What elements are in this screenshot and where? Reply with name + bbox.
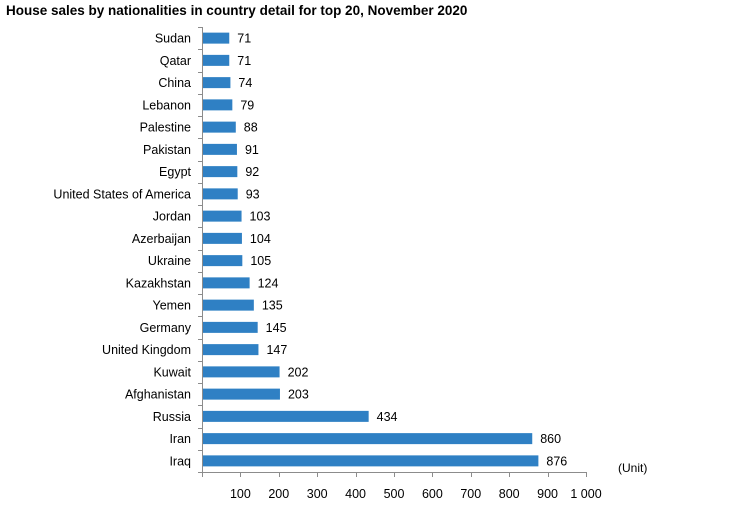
data-label: 876 [546,454,567,468]
category-label: Egypt [159,165,191,179]
bar [202,233,242,244]
data-label: 124 [258,276,279,290]
category-label: United Kingdom [102,343,191,357]
data-label: 103 [250,210,271,224]
bar [202,77,230,88]
data-label: 135 [262,299,283,313]
data-label: 203 [288,388,309,402]
x-tick-label: 1 000 [570,487,601,501]
data-label: 93 [246,187,260,201]
category-label: Yemen [153,299,192,313]
category-label: Lebanon [142,98,191,112]
category-label: Afghanistan [125,388,191,402]
data-labels: 71 71 74 79 88 91 92 93 103 104 105 124 135 145 147202… [237,32,567,469]
bar [202,166,237,177]
x-tick-label: 600 [422,487,443,501]
bar [202,389,280,400]
data-label: 91 [245,143,259,157]
data-label: 105 [250,254,271,268]
bar [202,433,532,444]
category-label: United States of America [53,187,191,201]
x-tick-label: 100 [230,487,251,501]
x-tick-label: 200 [268,487,289,501]
data-label: 79 [240,98,254,112]
category-label: Iran [169,432,191,446]
data-label: 92 [245,165,259,179]
bar [202,211,242,222]
bar [202,411,369,422]
data-label: 202 [288,365,309,379]
x-tick-label: 800 [499,487,520,501]
category-label: China [158,76,191,90]
x-tick-label: 400 [345,487,366,501]
bar [202,33,229,44]
bar [202,300,254,311]
data-label: 434 [377,410,398,424]
bar [202,277,250,288]
category-label: Qatar [160,54,191,68]
category-label: Russia [153,410,191,424]
x-tick-label: 300 [307,487,328,501]
data-label: 71 [237,32,251,46]
unit-label: (Unit) [618,461,647,475]
data-label: 860 [540,432,561,446]
category-label: Azerbaijan [132,232,191,246]
category-labels: Sudan Qatar China Lebanon Palestine Pakistan E… [53,32,191,469]
bar [202,344,258,355]
x-tick-label: 900 [537,487,558,501]
category-label: Pakistan [143,143,191,157]
category-label: Kuwait [153,365,191,379]
bar [202,322,258,333]
category-label: Germany [140,321,192,335]
category-label: Iraq [169,454,191,468]
data-label: 74 [238,76,252,90]
data-label: 71 [237,54,251,68]
bar [202,255,242,266]
data-label: 147 [266,343,287,357]
data-label: 145 [266,321,287,335]
bar [202,122,236,133]
category-label: Kazakhstan [126,276,191,290]
data-label: 104 [250,232,271,246]
bar [202,366,280,377]
x-tick-labels: 100 200 300 400 500 600 700 800 900 1 000 [230,487,602,501]
category-label: Jordan [153,210,191,224]
x-tick-label: 700 [460,487,481,501]
category-label: Sudan [155,32,191,46]
category-label: Ukraine [148,254,191,268]
bar [202,55,229,66]
x-tick-label: 500 [384,487,405,501]
bar [202,188,238,199]
category-label: Palestine [140,121,191,135]
data-label: 88 [244,121,258,135]
bar [202,99,232,110]
bar [202,455,538,466]
bar [202,144,237,155]
